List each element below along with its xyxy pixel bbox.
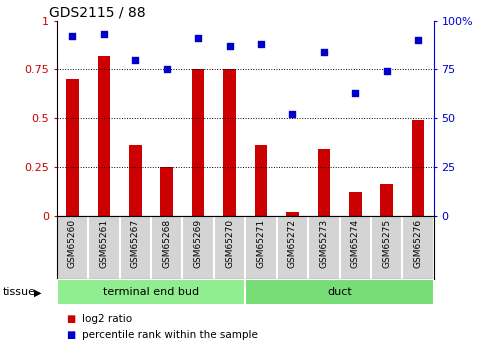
Text: terminal end bud: terminal end bud [103,287,199,297]
Point [320,49,328,55]
Point [131,57,139,62]
Text: GSM65273: GSM65273 [319,219,328,268]
Text: GSM65261: GSM65261 [99,219,108,268]
Bar [129,146,141,216]
Point [226,43,234,49]
Text: ■: ■ [67,330,76,339]
Bar [66,79,79,216]
Text: GSM65268: GSM65268 [162,219,171,268]
Point [414,38,422,43]
Bar [317,149,330,216]
Text: GSM65272: GSM65272 [288,219,297,268]
Bar [349,192,361,216]
Bar [255,146,267,216]
Text: GSM65275: GSM65275 [382,219,391,268]
Point [100,32,108,37]
Bar [412,120,424,216]
Text: GSM65267: GSM65267 [131,219,140,268]
Text: GDS2115 / 88: GDS2115 / 88 [49,6,146,20]
Bar [98,56,110,216]
Text: tissue: tissue [2,287,35,297]
Point [163,67,171,72]
Point [194,36,202,41]
Text: GSM65270: GSM65270 [225,219,234,268]
Text: GSM65269: GSM65269 [194,219,203,268]
Point [383,69,390,74]
Point [69,33,76,39]
Bar [223,69,236,216]
Text: percentile rank within the sample: percentile rank within the sample [82,330,258,339]
Point [288,111,296,117]
Text: ▶: ▶ [34,287,41,297]
Bar [192,69,205,216]
Bar [160,167,173,216]
Text: GSM65276: GSM65276 [414,219,423,268]
Text: duct: duct [327,287,352,297]
Bar [381,185,393,216]
Text: ■: ■ [67,314,76,324]
Bar [286,212,299,216]
Text: log2 ratio: log2 ratio [82,314,133,324]
Bar [245,279,434,305]
Bar [57,279,245,305]
Point [352,90,359,96]
Text: GSM65274: GSM65274 [351,219,360,268]
Text: GSM65260: GSM65260 [68,219,77,268]
Point [257,41,265,47]
Text: GSM65271: GSM65271 [256,219,266,268]
